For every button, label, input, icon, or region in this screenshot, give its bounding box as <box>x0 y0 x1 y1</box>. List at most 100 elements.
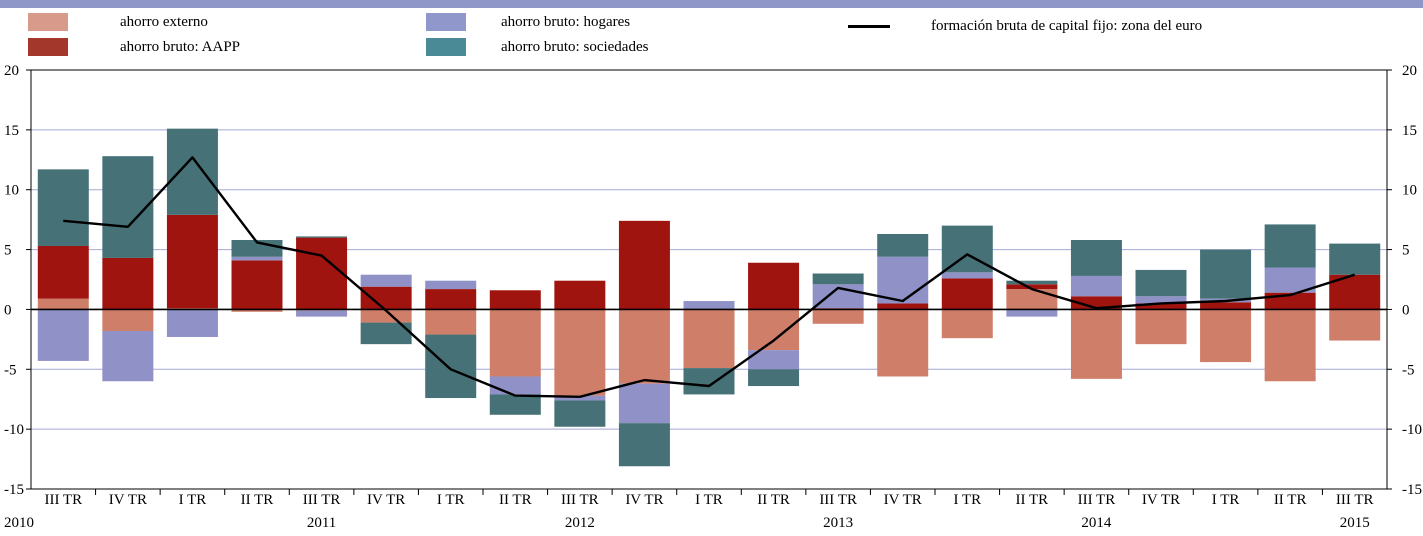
legend-label-ahorro-externo: ahorro externo <box>120 14 208 30</box>
year-label: 2013 <box>823 515 853 531</box>
bar-ahorro-aapp <box>1006 284 1058 290</box>
bar-ahorro-sociedades <box>1006 280 1058 285</box>
bar-ahorro-aapp <box>102 257 154 310</box>
bar-ahorro-aapp <box>489 290 541 310</box>
bar-ahorro-aapp <box>231 260 283 310</box>
bar-ahorro-externo <box>554 309 606 396</box>
x-tick-label: II TR <box>757 492 790 508</box>
y-tick-label-left: -5 <box>4 362 17 378</box>
bar-ahorro-aapp <box>166 214 218 309</box>
bar-ahorro-sociedades <box>554 400 606 427</box>
bar-ahorro-hogares <box>37 309 89 361</box>
bar-ahorro-hogares <box>748 350 800 370</box>
x-tick-label: III TR <box>819 492 857 508</box>
bar-ahorro-aapp <box>425 289 477 310</box>
bar-ahorro-externo <box>1200 309 1252 363</box>
x-tick-label: IV TR <box>109 492 147 508</box>
y-tick-label-right: 15 <box>1402 123 1417 139</box>
x-tick-label: III TR <box>561 492 599 508</box>
bar-ahorro-hogares <box>166 309 218 337</box>
year-label: 2014 <box>1081 515 1112 531</box>
bar-ahorro-aapp <box>748 262 800 310</box>
bar-ahorro-sociedades <box>1329 243 1381 275</box>
year-label: 2015 <box>1340 515 1370 531</box>
legend-label-ahorro-hogares: ahorro bruto: hogares <box>501 14 631 30</box>
x-tick-label: II TR <box>241 492 274 508</box>
y-tick-label-right: 5 <box>1402 243 1410 259</box>
bar-ahorro-externo <box>618 309 670 384</box>
x-tick-label: III TR <box>1336 492 1374 508</box>
legend-label-ahorro-aapp: ahorro bruto: AAPP <box>120 39 240 55</box>
plot-frame <box>30 69 1388 490</box>
y-tick-label-left: 0 <box>4 302 12 318</box>
bar-ahorro-hogares <box>618 383 670 424</box>
legend-label-ahorro-sociedades: ahorro bruto: sociedades <box>501 39 649 55</box>
y-tick-label-left: 15 <box>4 123 19 139</box>
bar-ahorro-sociedades <box>683 368 735 395</box>
bar-ahorro-aapp <box>1135 303 1187 310</box>
bar-ahorro-sociedades <box>1264 224 1316 268</box>
y-tick-label-left: -10 <box>4 422 24 438</box>
x-tick-label: I TR <box>695 492 723 508</box>
bar-ahorro-sociedades <box>877 234 929 257</box>
y-tick-label-left: 5 <box>4 243 12 259</box>
x-tick-label: I TR <box>953 492 981 508</box>
bar-ahorro-externo <box>941 309 993 339</box>
x-tick-label: III TR <box>1078 492 1116 508</box>
bar-ahorro-sociedades <box>360 322 412 345</box>
legend-swatch-ahorro-sociedades <box>426 38 466 56</box>
bar-ahorro-externo <box>37 298 89 310</box>
bar-ahorro-externo <box>1264 309 1316 382</box>
bar-ahorro-externo <box>812 309 864 324</box>
bar-ahorro-aapp <box>618 220 670 310</box>
legend-line-fbcf <box>848 25 890 28</box>
bar-ahorro-sociedades <box>296 236 348 238</box>
x-tick-label: IV TR <box>1142 492 1180 508</box>
y-tick-label-left: -15 <box>4 482 24 498</box>
bar-ahorro-sociedades <box>37 169 89 246</box>
x-tick-label: I TR <box>437 492 465 508</box>
y-tick-label-left: 20 <box>4 63 19 79</box>
bar-ahorro-hogares <box>683 301 735 310</box>
bar-ahorro-externo <box>683 309 735 369</box>
y-tick-label-right: -15 <box>1402 482 1422 498</box>
bar-ahorro-externo <box>1070 309 1122 379</box>
y-tick-label-right: 10 <box>1402 183 1417 199</box>
x-tick-label: I TR <box>179 492 207 508</box>
bar-ahorro-aapp <box>296 237 348 310</box>
bar-ahorro-hogares <box>1135 296 1187 304</box>
bar-ahorro-hogares <box>489 376 541 395</box>
bar-ahorro-hogares <box>425 280 477 290</box>
y-tick-label-right: 0 <box>1402 302 1410 318</box>
x-tick-label: II TR <box>1274 492 1307 508</box>
y-tick-label-right: -5 <box>1402 362 1415 378</box>
legend-swatch-ahorro-aapp <box>28 38 68 56</box>
bar-ahorro-sociedades <box>1200 249 1252 299</box>
line-series-fbcf <box>63 156 1356 398</box>
bar-ahorro-hogares <box>231 256 283 261</box>
bar-ahorro-sociedades <box>618 423 670 467</box>
x-tick-label: III TR <box>44 492 82 508</box>
bar-ahorro-hogares <box>360 274 412 287</box>
bar-ahorro-externo <box>425 309 477 335</box>
bar-ahorro-externo <box>360 309 412 323</box>
bar-ahorro-sociedades <box>748 369 800 387</box>
legend-swatch-ahorro-externo <box>28 13 68 31</box>
bar-ahorro-aapp <box>1200 302 1252 310</box>
bar-ahorro-externo <box>1329 309 1381 341</box>
y-tick-label-right: 20 <box>1402 63 1417 79</box>
bar-ahorro-sociedades <box>812 273 864 285</box>
bar-ahorro-externo <box>231 309 283 312</box>
bar-ahorro-hogares <box>1070 275 1122 297</box>
bar-ahorro-externo <box>1135 309 1187 345</box>
bar-ahorro-aapp <box>554 280 606 310</box>
y-tick-label-right: -10 <box>1402 422 1422 438</box>
bar-ahorro-hogares <box>554 395 606 401</box>
x-tick-label: IV TR <box>884 492 922 508</box>
bar-ahorro-hogares <box>102 330 154 382</box>
x-tick-label: I TR <box>1212 492 1240 508</box>
bar-ahorro-aapp <box>37 245 89 299</box>
bar-ahorro-aapp <box>360 286 412 310</box>
year-label: 2010 <box>4 515 34 531</box>
